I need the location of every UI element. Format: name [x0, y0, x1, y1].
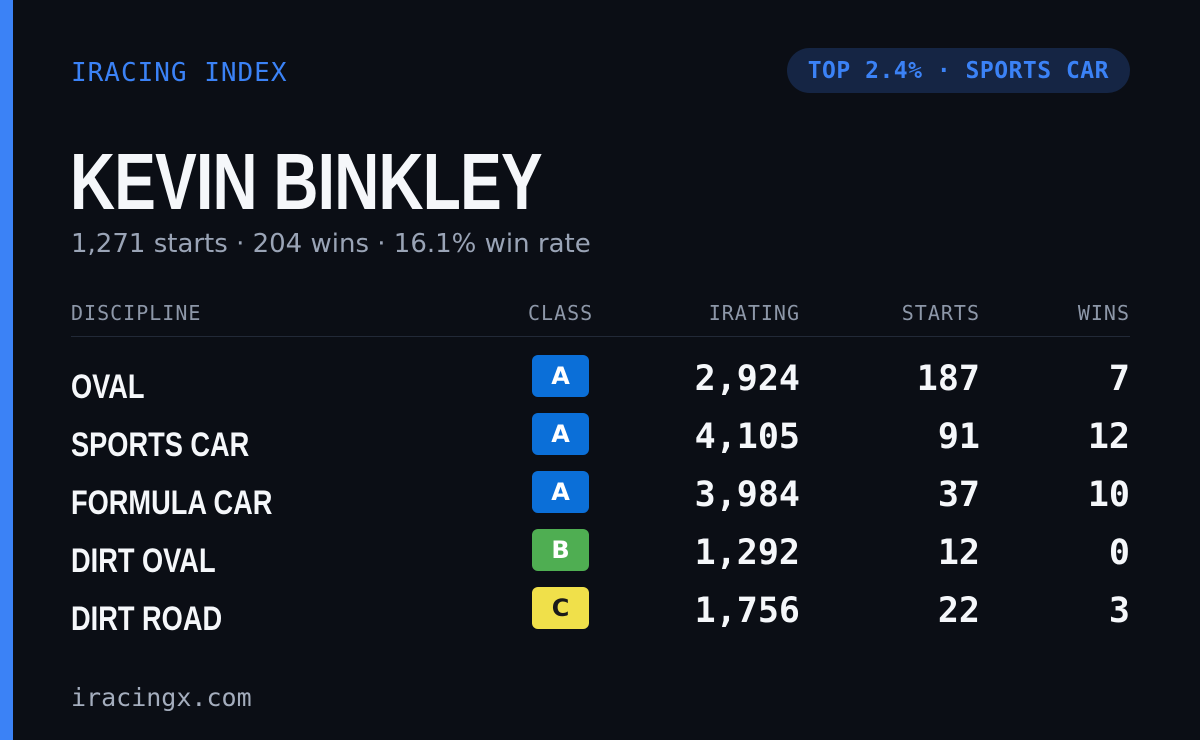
irating-value: 3,984 — [694, 475, 800, 515]
starts-value: 91 — [937, 417, 980, 457]
brand-title: IRACING INDEX — [71, 58, 288, 88]
wins-value: 12 — [1087, 417, 1130, 457]
table-body: OVAL A 2,924 187 7 SPORTS CAR A 4,105 91… — [71, 337, 1130, 643]
wins-value: 10 — [1087, 475, 1130, 515]
wins-value: 7 — [1108, 359, 1130, 399]
irating-value: 1,756 — [694, 591, 800, 631]
irating-value: 4,105 — [694, 417, 800, 457]
class-badge: B — [532, 529, 589, 571]
site-footer: iracingx.com — [71, 683, 252, 712]
discipline-table: DISCIPLINE CLASS IRATING STARTS WINS OVA… — [71, 296, 1130, 643]
discipline-name: SPORTS CAR — [71, 426, 250, 464]
rank-badge: TOP 2.4% · SPORTS CAR — [786, 48, 1130, 93]
table-row: DIRT ROAD C 1,756 22 3 — [71, 585, 1130, 643]
class-badge: C — [532, 587, 589, 629]
header-class: CLASS — [528, 301, 594, 325]
class-badge: A — [532, 471, 589, 513]
discipline-name: DIRT OVAL — [71, 542, 216, 580]
header-starts: STARTS — [901, 301, 980, 325]
discipline-name: OVAL — [71, 368, 145, 406]
driver-name: KEVIN BINKLEY — [70, 137, 543, 226]
irating-value: 1,292 — [694, 533, 800, 573]
table-row: DIRT OVAL B 1,292 12 0 — [71, 527, 1130, 585]
irating-value: 2,924 — [694, 359, 800, 399]
table-row: OVAL A 2,924 187 7 — [71, 353, 1130, 411]
class-badge: A — [532, 355, 589, 397]
class-badge: A — [532, 413, 589, 455]
wins-value: 3 — [1108, 591, 1130, 631]
accent-bar — [0, 0, 13, 740]
wins-value: 0 — [1108, 533, 1130, 573]
discipline-name: DIRT ROAD — [71, 600, 223, 638]
header-discipline: DISCIPLINE — [71, 301, 202, 325]
header-irating: IRATING — [708, 301, 800, 325]
starts-value: 37 — [937, 475, 980, 515]
table-row: FORMULA CAR A 3,984 37 10 — [71, 469, 1130, 527]
table-header: DISCIPLINE CLASS IRATING STARTS WINS — [71, 296, 1130, 337]
table-row: SPORTS CAR A 4,105 91 12 — [71, 411, 1130, 469]
starts-value: 22 — [937, 591, 980, 631]
starts-value: 187 — [916, 359, 980, 399]
discipline-name: FORMULA CAR — [71, 484, 273, 522]
header-wins: WINS — [1077, 301, 1130, 325]
starts-value: 12 — [937, 533, 980, 573]
driver-summary: 1,271 starts · 204 wins · 16.1% win rate — [71, 229, 591, 259]
